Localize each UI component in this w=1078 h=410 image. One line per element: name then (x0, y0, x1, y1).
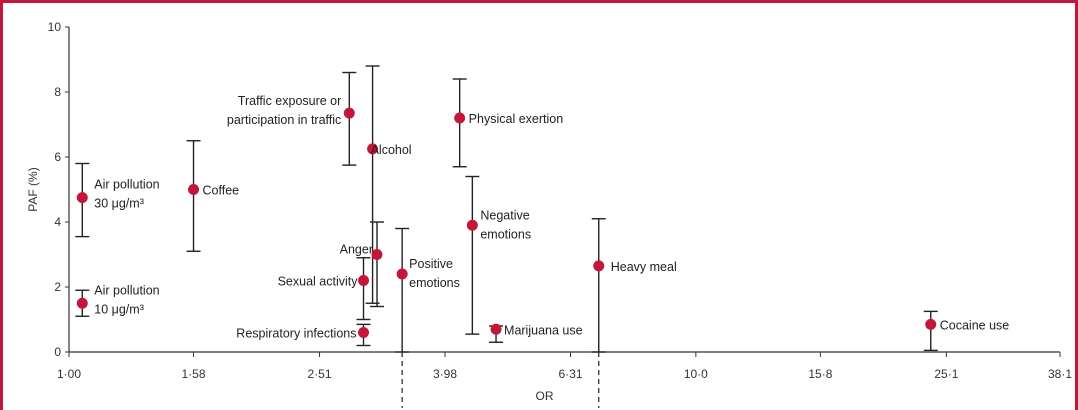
point-label: Positive emotions (409, 257, 460, 290)
data-point (454, 112, 466, 124)
point-label: Air pollution 30 μg/m³ (94, 178, 159, 211)
y-axis-label: PAF (%) (26, 167, 40, 211)
point-label: Cocaine use (940, 318, 1010, 332)
data-points (76, 107, 937, 338)
y-tick-label: 6 (54, 150, 61, 164)
x-tick-label: 1·00 (57, 367, 81, 381)
point-label: Air pollution 10 μg/m³ (94, 283, 159, 316)
point-label: Alcohol (371, 143, 412, 157)
data-point (343, 107, 355, 119)
y-tick-label: 2 (54, 280, 61, 294)
point-label: Marijuana use (504, 323, 583, 337)
data-point (466, 219, 478, 231)
point-label: Respiratory infections (236, 327, 356, 341)
y-tick-label: 10 (48, 20, 62, 34)
data-point (925, 318, 937, 330)
data-point (396, 268, 408, 280)
point-label: Physical exertion (469, 112, 564, 126)
data-point (593, 260, 605, 272)
x-tick-label: 2·51 (308, 367, 332, 381)
point-label: Coffee (203, 184, 240, 198)
axes: 0 2 4 6 8 10 1·00 1·58 2·51 3·98 6·31 10·0 15·8 25·1 3… (48, 20, 1073, 381)
data-point (367, 143, 379, 155)
error-bars (75, 65, 938, 408)
y-tick-label: 0 (54, 345, 61, 359)
x-tick-label: 6·31 (558, 367, 582, 381)
data-point (76, 192, 88, 204)
x-tick-label: 3·98 (433, 367, 457, 381)
point-label: Anger (340, 243, 373, 257)
point-label: Negative emotions (480, 208, 531, 241)
x-tick-label: 38·1 (1048, 367, 1072, 381)
data-point (358, 327, 370, 338)
data-point (358, 275, 370, 286)
point-label: Traffic exposure or participation in traf… (227, 94, 341, 127)
x-tick-label: 15·8 (808, 367, 832, 381)
point-label: Heavy meal (611, 260, 677, 274)
data-point (371, 249, 383, 260)
data-point (490, 323, 502, 335)
point-labels: Air pollution 10 μg/m³ Air pollution 30 μg/… (94, 94, 1009, 340)
data-point (188, 184, 200, 195)
y-tick-label: 8 (54, 85, 61, 99)
x-tick-label: 1·58 (182, 367, 206, 381)
x-axis-label: OR (536, 389, 554, 403)
x-tick-label: 10·0 (684, 367, 708, 381)
data-point (76, 297, 88, 309)
point-label: Sexual activity (278, 275, 359, 289)
y-tick-label: 4 (54, 215, 61, 229)
x-tick-label: 25·1 (934, 367, 958, 381)
